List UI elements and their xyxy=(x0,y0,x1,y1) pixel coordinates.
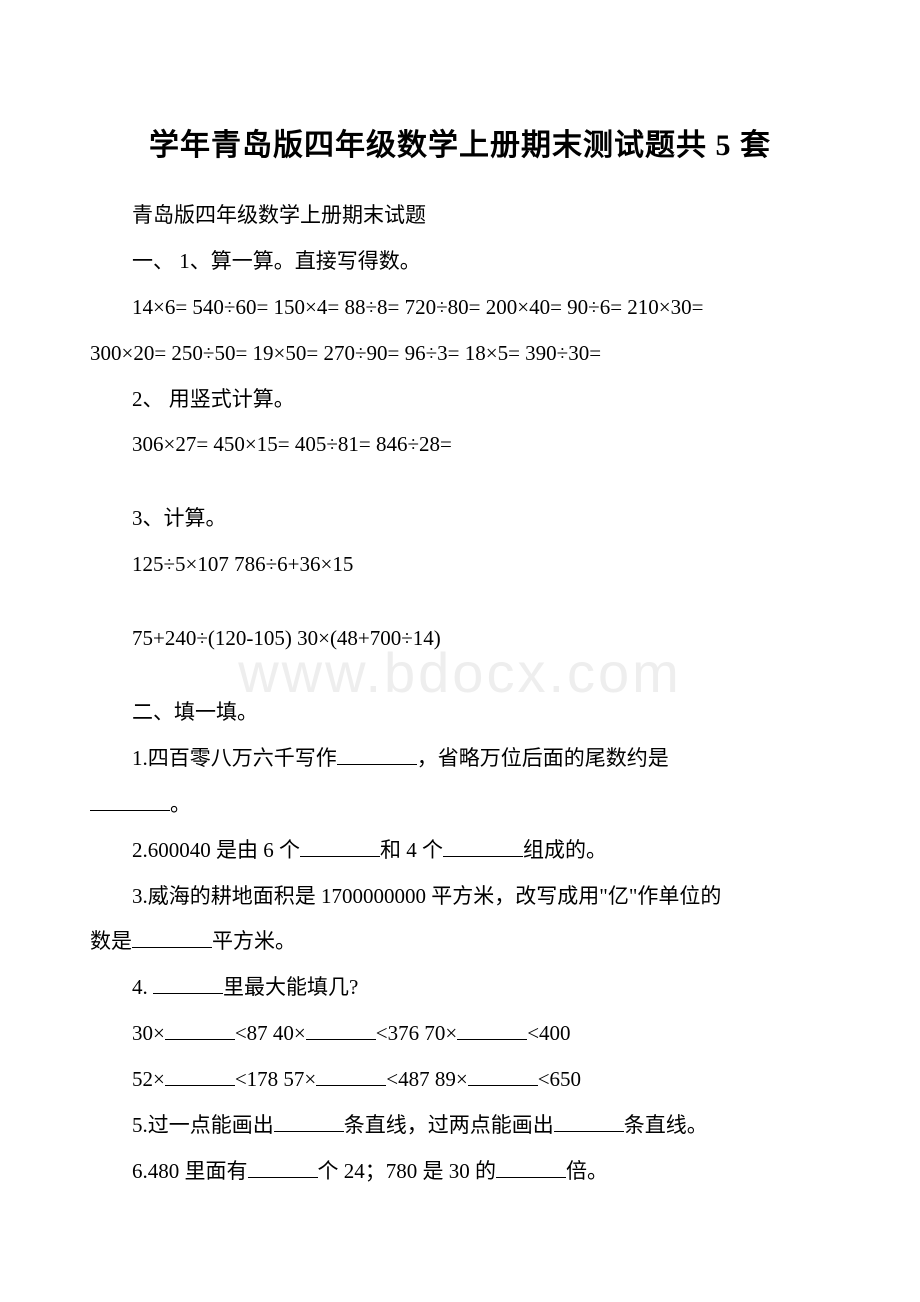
document-content: 学年青岛版四年级数学上册期末测试题共 5 套 青岛版四年级数学上册期末试题 一、… xyxy=(90,120,830,1192)
blank xyxy=(300,833,380,857)
q6-text-b: 个 24；780 是 30 的 xyxy=(318,1159,497,1183)
section1-sub3: 3、计算。 xyxy=(90,499,830,539)
document-title: 学年青岛版四年级数学上册期末测试题共 5 套 xyxy=(90,120,830,164)
q4-text-a: 4. xyxy=(132,975,153,999)
q2-text-c: 组成的。 xyxy=(523,838,607,862)
section1-problems-1b: 300×20= 250÷50= 19×50= 270÷90= 96÷3= 18×… xyxy=(90,334,830,374)
section1-line3a: 125÷5×107 786÷6+36×15 xyxy=(90,545,830,585)
q2: 2.600040 是由 6 个 和 4 个 组成的。 xyxy=(90,831,830,871)
q3-text-a: 3.威海的耕地面积是 1700000000 平方米，改写成用"亿"作单位的 xyxy=(132,884,721,908)
q4l1-c: <376 70× xyxy=(376,1021,457,1045)
q2-text-a: 2.600040 是由 6 个 xyxy=(132,838,300,862)
q1-text-a: 1.四百零八万六千写作 xyxy=(132,746,337,770)
blank xyxy=(337,741,417,765)
q4l2-a: 52× xyxy=(132,1067,165,1091)
q6-text-c: 倍。 xyxy=(566,1159,608,1183)
blank xyxy=(316,1062,386,1086)
q4l2-b: <178 57× xyxy=(235,1067,316,1091)
q4-line1: 30× <87 40× <376 70× <400 xyxy=(90,1014,830,1054)
q2-text-b: 和 4 个 xyxy=(380,838,443,862)
spacer xyxy=(90,591,830,619)
spacer xyxy=(90,471,830,499)
q4l1-b: <87 40× xyxy=(235,1021,306,1045)
blank xyxy=(165,1062,235,1086)
q4l1-d: <400 xyxy=(527,1021,570,1045)
s1-line1-part1: 14×6= 540÷60= 150×4= 88÷8= 720÷80= 200×4… xyxy=(132,295,703,319)
section1-line3b: 75+240÷(120-105) 30×(48+700÷14) xyxy=(90,619,830,659)
q4l2-c: <487 89× xyxy=(386,1067,467,1091)
section1-sub2: 2、 用竖式计算。 xyxy=(90,380,830,420)
blank xyxy=(90,787,170,811)
q1-cont: 。 xyxy=(90,785,830,825)
q5-text-a: 5.过一点能画出 xyxy=(132,1113,274,1137)
blank xyxy=(443,833,523,857)
spacer xyxy=(90,665,830,693)
q5-text-c: 条直线。 xyxy=(624,1113,708,1137)
q1-text-b: ，省略万位后面的尾数约是 xyxy=(417,746,669,770)
blank xyxy=(248,1154,318,1178)
blank xyxy=(153,970,223,994)
q3-cont: 数是 平方米。 xyxy=(90,922,830,962)
q6-text-a: 6.480 里面有 xyxy=(132,1159,248,1183)
blank xyxy=(274,1108,344,1132)
q3-text-a2: 数是 xyxy=(90,929,132,953)
q6: 6.480 里面有 个 24；780 是 30 的 倍。 xyxy=(90,1152,830,1192)
section1-problems-1: 14×6= 540÷60= 150×4= 88÷8= 720÷80= 200×4… xyxy=(90,288,830,328)
blank xyxy=(554,1108,624,1132)
blank xyxy=(165,1016,235,1040)
blank xyxy=(496,1154,566,1178)
subtitle: 青岛版四年级数学上册期末试题 xyxy=(90,196,830,236)
q1-text-c: 。 xyxy=(170,792,191,816)
q3: 3.威海的耕地面积是 1700000000 平方米，改写成用"亿"作单位的 xyxy=(90,877,830,917)
section1-heading: 一、 1、算一算。直接写得数。 xyxy=(90,242,830,282)
s1-line1-part2: 300×20= 250÷50= 19×50= 270÷90= 96÷3= 18×… xyxy=(90,341,601,365)
section1-line2: 306×27= 450×15= 405÷81= 846÷28= xyxy=(90,425,830,465)
q4: 4. 里最大能填几? xyxy=(90,968,830,1008)
blank xyxy=(457,1016,527,1040)
q4-text-b: 里最大能填几? xyxy=(223,975,358,999)
blank xyxy=(132,924,212,948)
q5: 5.过一点能画出 条直线，过两点能画出 条直线。 xyxy=(90,1106,830,1146)
blank xyxy=(306,1016,376,1040)
section2-heading: 二、填一填。 xyxy=(90,693,830,733)
q1: 1.四百零八万六千写作 ，省略万位后面的尾数约是 xyxy=(90,739,830,779)
q5-text-b: 条直线，过两点能画出 xyxy=(344,1113,554,1137)
q4l2-d: <650 xyxy=(538,1067,581,1091)
q4l1-a: 30× xyxy=(132,1021,165,1045)
q4-line2: 52× <178 57× <487 89× <650 xyxy=(90,1060,830,1100)
blank xyxy=(468,1062,538,1086)
q3-text-b: 平方米。 xyxy=(212,929,296,953)
